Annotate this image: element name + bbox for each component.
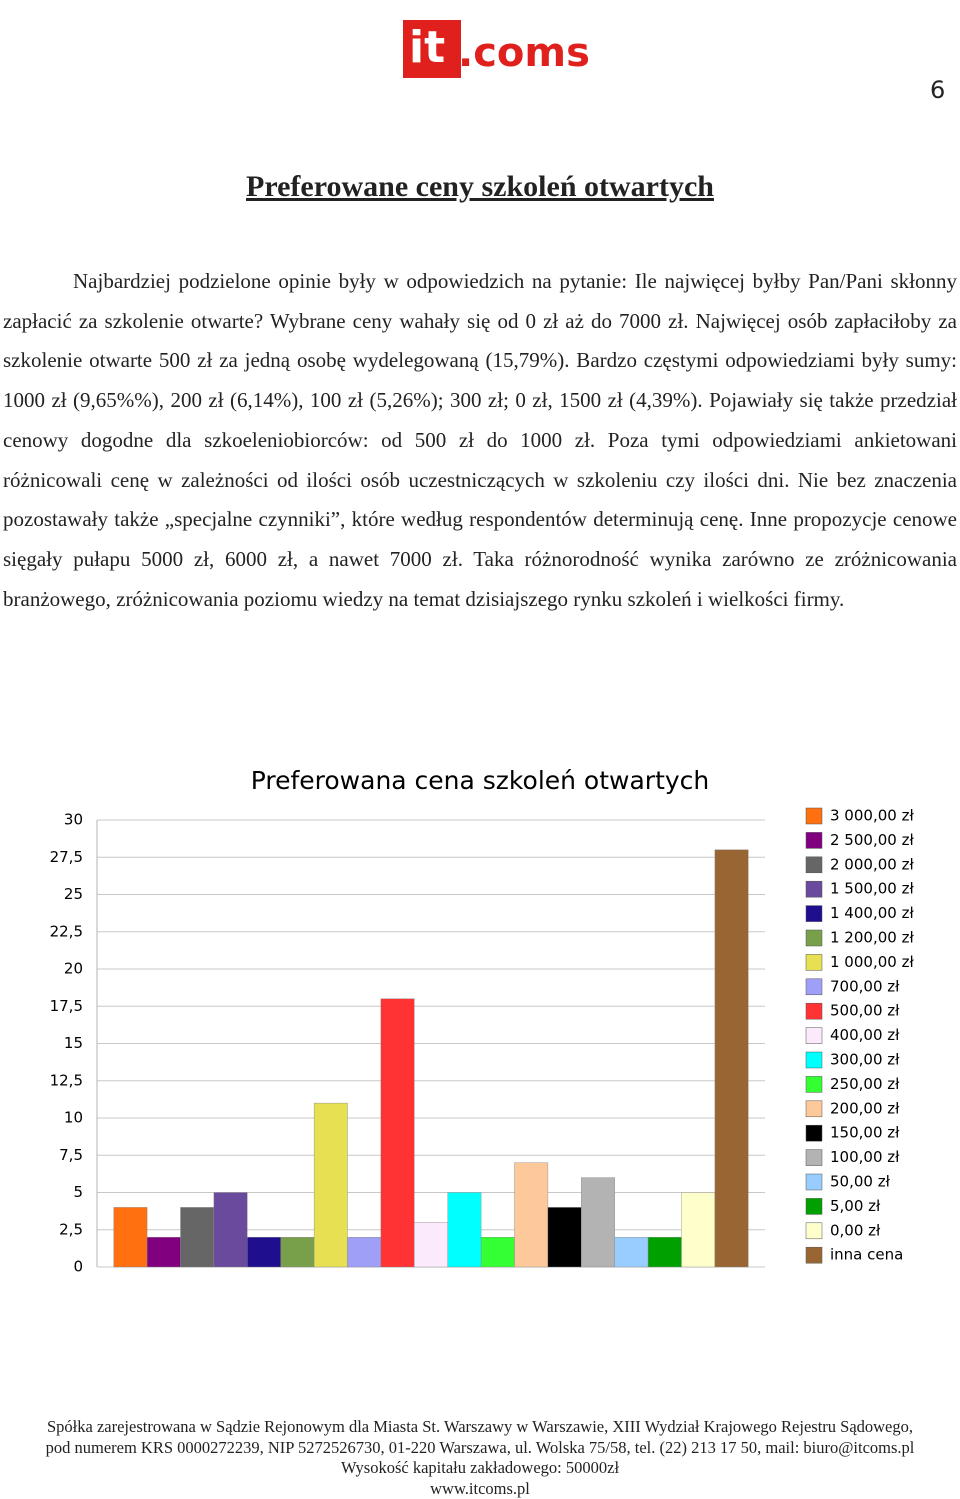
legend-label: 2 500,00 zł (830, 831, 914, 849)
legend-swatch (806, 1223, 822, 1239)
legend-swatch (806, 906, 822, 922)
bar (114, 1207, 147, 1267)
bar (214, 1193, 247, 1268)
legend-swatch (806, 881, 822, 897)
footer: Spółka zarejestrowana w Sądzie Rejonowym… (0, 1417, 960, 1499)
footer-line: Spółka zarejestrowana w Sądzie Rejonowym… (0, 1417, 960, 1438)
legend-swatch (806, 1125, 822, 1141)
legend-label: 1 000,00 zł (830, 953, 914, 971)
legend-swatch (806, 857, 822, 873)
y-tick-label: 15 (64, 1034, 83, 1052)
legend-label: 250,00 zł (830, 1075, 900, 1093)
bar (615, 1237, 648, 1267)
legend-swatch (806, 1028, 822, 1044)
y-tick-label: 25 (64, 885, 83, 903)
legend-swatch (806, 1247, 822, 1263)
bar (548, 1207, 581, 1267)
legend-label: 400,00 zł (830, 1026, 900, 1044)
footer-line: www.itcoms.pl (0, 1479, 960, 1499)
legend-label: 3 000,00 zł (830, 807, 914, 825)
legend-swatch (806, 1101, 822, 1117)
legend-label: 1 400,00 zł (830, 904, 914, 922)
paragraph: Najbardziej podzielone opinie były w odp… (3, 262, 957, 619)
footer-line: Wysokość kapitału zakładowego: 50000zł (0, 1458, 960, 1479)
y-tick-label: 20 (64, 960, 83, 978)
bar (448, 1193, 481, 1268)
legend-swatch (806, 1003, 822, 1019)
y-tick-label: 0 (73, 1258, 83, 1276)
y-tick-label: 7,5 (59, 1146, 83, 1164)
bar (147, 1237, 180, 1267)
bar (481, 1237, 514, 1267)
legend-label: inna cena (830, 1246, 903, 1264)
bar (281, 1237, 314, 1267)
legend-label: 500,00 zł (830, 1002, 900, 1020)
bar (515, 1163, 548, 1267)
legend-swatch (806, 1150, 822, 1166)
legend-label: 300,00 zł (830, 1051, 900, 1069)
legend-swatch (806, 808, 822, 824)
chart-title: Preferowana cena szkoleń otwartych (251, 766, 710, 795)
logo-right: .coms (458, 30, 590, 76)
legend-label: 5,00 zł (830, 1197, 881, 1215)
y-tick-label: 22,5 (50, 922, 83, 940)
bar (648, 1237, 681, 1267)
footer-line: pod numerem KRS 0000272239, NIP 52725267… (0, 1438, 960, 1459)
bar (682, 1193, 715, 1268)
legend-label: 1 500,00 zł (830, 880, 914, 898)
legend-label: 200,00 zł (830, 1099, 900, 1117)
legend-swatch (806, 1174, 822, 1190)
legend-swatch (806, 1052, 822, 1068)
heading: Preferowane ceny szkoleń otwartych (0, 170, 960, 204)
legend-swatch (806, 930, 822, 946)
legend-label: 100,00 zł (830, 1148, 900, 1166)
legend-swatch (806, 832, 822, 848)
y-tick-label: 10 (64, 1109, 83, 1127)
legend-label: 0,00 zł (830, 1221, 881, 1239)
legend-swatch (806, 954, 822, 970)
bar (314, 1103, 347, 1267)
legend-label: 700,00 zł (830, 977, 900, 995)
legend-label: 1 200,00 zł (830, 929, 914, 947)
y-tick-label: 12,5 (50, 1071, 83, 1089)
legend-swatch (806, 979, 822, 995)
y-tick-label: 30 (64, 811, 83, 829)
legend-swatch (806, 1076, 822, 1092)
page-number: 6 (930, 76, 945, 104)
legend-label: 50,00 zł (830, 1173, 891, 1191)
bar (348, 1237, 381, 1267)
legend-label: 2 000,00 zł (830, 855, 914, 873)
bar (414, 1222, 447, 1267)
bar (247, 1237, 280, 1267)
y-tick-label: 5 (73, 1183, 83, 1201)
logo-left: it (409, 22, 445, 73)
bar (581, 1178, 614, 1267)
y-tick-label: 2,5 (59, 1220, 83, 1238)
y-tick-label: 17,5 (50, 997, 83, 1015)
bar (181, 1207, 214, 1267)
legend-swatch (806, 1198, 822, 1214)
bar (381, 999, 414, 1267)
y-tick-label: 27,5 (50, 848, 83, 866)
chart: Preferowana cena szkoleń otwartych 0 2,5 5… (0, 740, 960, 1300)
bar (715, 850, 748, 1267)
legend-label: 150,00 zł (830, 1124, 900, 1142)
